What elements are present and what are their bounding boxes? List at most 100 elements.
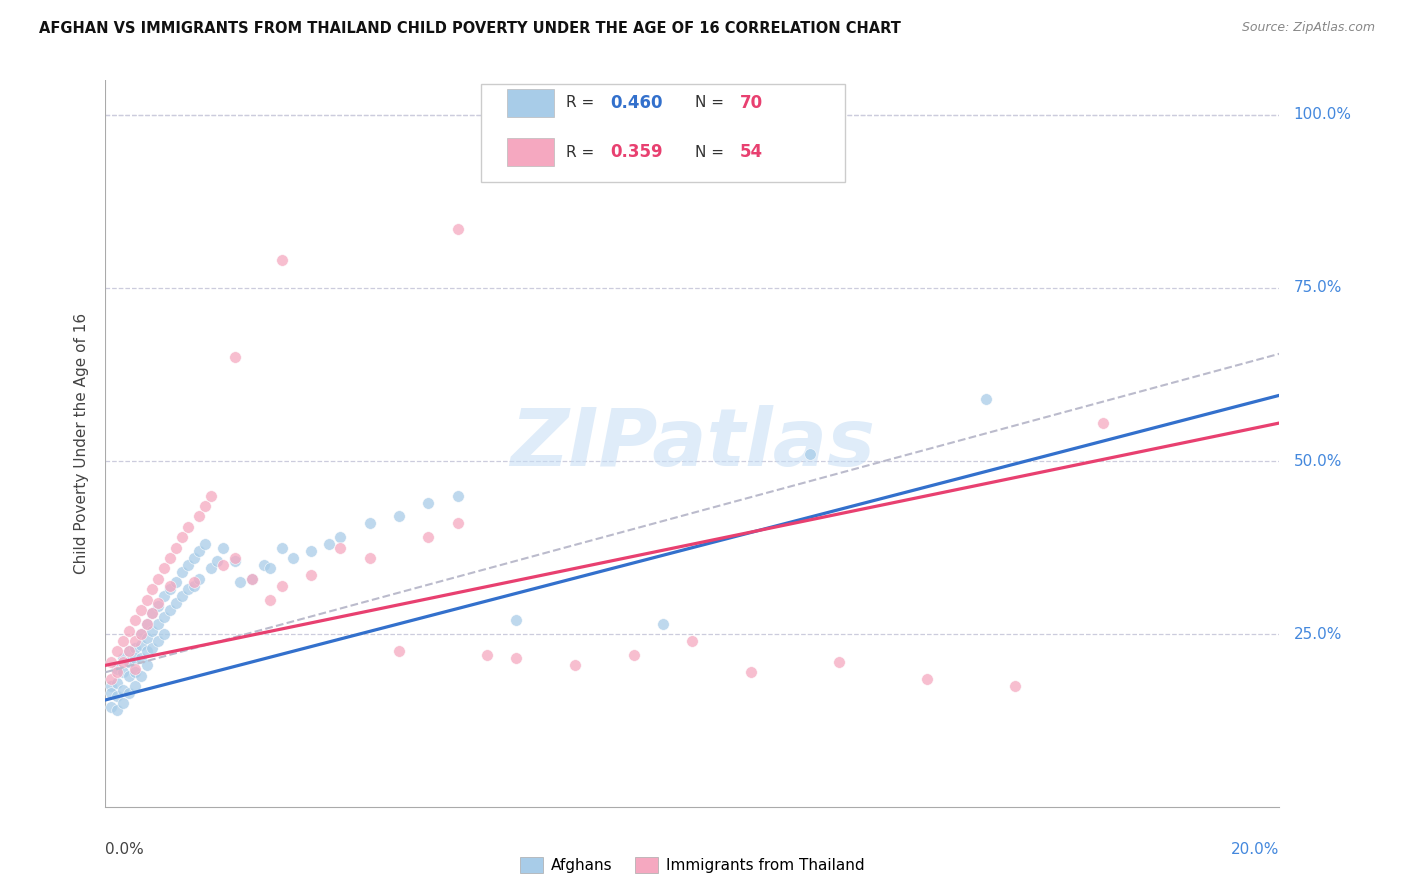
Point [135, 658, 157, 673]
Point [124, 679, 146, 693]
Point [105, 703, 128, 717]
Point [176, 582, 198, 597]
Point [329, 541, 352, 555]
Point [124, 651, 146, 665]
Point [188, 572, 211, 586]
FancyBboxPatch shape [481, 84, 845, 182]
Point [211, 558, 233, 572]
Text: R =: R = [565, 145, 599, 160]
Point [129, 603, 152, 617]
Point [112, 697, 135, 711]
Point [148, 599, 170, 614]
Point [329, 530, 352, 544]
Point [148, 596, 170, 610]
Point [446, 489, 468, 503]
Point [124, 640, 146, 655]
Point [129, 651, 152, 665]
Point [183, 579, 205, 593]
Point [112, 665, 135, 680]
Point [564, 658, 586, 673]
Point [799, 447, 821, 461]
Point [105, 690, 128, 704]
Point [176, 520, 198, 534]
Point [194, 499, 217, 513]
Point [418, 495, 440, 509]
Point [148, 572, 170, 586]
Point [917, 672, 939, 686]
Point [118, 644, 141, 658]
Text: 75.0%: 75.0% [1294, 280, 1341, 295]
Point [299, 568, 322, 582]
Text: ZIPatlas: ZIPatlas [510, 405, 875, 483]
Point [148, 616, 170, 631]
Point [100, 686, 122, 700]
Point [359, 551, 381, 566]
Text: 100.0%: 100.0% [1294, 107, 1351, 122]
Point [141, 607, 163, 621]
Point [135, 592, 157, 607]
Point [153, 589, 176, 603]
Point [224, 554, 246, 568]
Text: 0.460: 0.460 [610, 94, 662, 112]
Bar [508, 89, 554, 117]
Text: N =: N = [695, 95, 728, 111]
Text: 25.0%: 25.0% [1294, 627, 1341, 641]
Point [623, 108, 645, 122]
Point [112, 634, 135, 648]
Point [159, 551, 181, 566]
Text: Source: ZipAtlas.com: Source: ZipAtlas.com [1241, 21, 1375, 34]
Point [124, 665, 146, 680]
Point [141, 582, 163, 597]
Point [100, 655, 122, 669]
Point [124, 634, 146, 648]
Point [135, 631, 157, 645]
Point [446, 516, 468, 531]
Point [129, 669, 152, 683]
Text: 70: 70 [740, 94, 762, 112]
Point [974, 392, 997, 406]
Point [165, 596, 187, 610]
Text: 0.0%: 0.0% [105, 842, 145, 857]
Point [200, 489, 222, 503]
Point [100, 679, 122, 693]
Point [118, 686, 141, 700]
Point [740, 665, 762, 680]
Point [105, 675, 128, 690]
Point [170, 565, 193, 579]
Point [446, 222, 468, 236]
Point [129, 627, 152, 641]
Point [112, 655, 135, 669]
Point [135, 616, 157, 631]
Point [118, 669, 141, 683]
Point [224, 350, 246, 364]
Text: R =: R = [565, 95, 599, 111]
Point [270, 579, 292, 593]
Point [105, 665, 128, 680]
Point [170, 589, 193, 603]
Point [623, 648, 645, 662]
Point [148, 634, 170, 648]
Point [240, 572, 263, 586]
Text: AFGHAN VS IMMIGRANTS FROM THAILAND CHILD POVERTY UNDER THE AGE OF 16 CORRELATION: AFGHAN VS IMMIGRANTS FROM THAILAND CHILD… [39, 21, 901, 36]
Text: 50.0%: 50.0% [1294, 453, 1341, 468]
Text: N =: N = [695, 145, 728, 160]
Point [141, 607, 163, 621]
Point [270, 253, 292, 268]
Point [259, 561, 281, 575]
Point [1004, 679, 1026, 693]
Point [188, 544, 211, 558]
Point [124, 662, 146, 676]
Point [170, 530, 193, 544]
Point [176, 558, 198, 572]
Y-axis label: Child Poverty Under the Age of 16: Child Poverty Under the Age of 16 [75, 313, 90, 574]
Point [270, 541, 292, 555]
Point [682, 634, 704, 648]
Point [318, 537, 340, 551]
Point [418, 530, 440, 544]
Point [112, 682, 135, 697]
Point [388, 644, 411, 658]
Point [105, 662, 128, 676]
Point [153, 561, 176, 575]
Point [141, 624, 163, 638]
Point [153, 627, 176, 641]
